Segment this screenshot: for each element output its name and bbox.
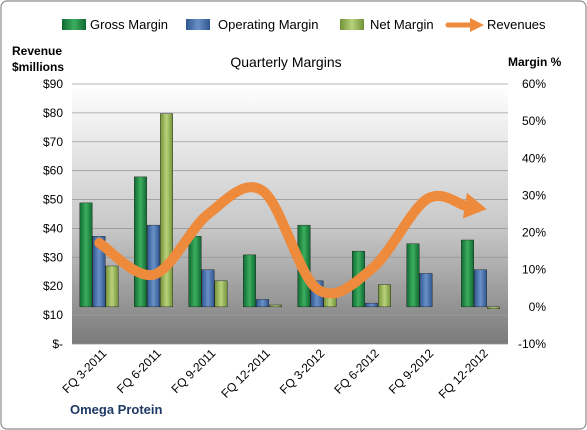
bar-net-margin: [160, 113, 173, 308]
right-axis-ticks: -10% 0% 10% 20% 30% 40% 50% 60%: [518, 77, 546, 351]
bar-operating-margin: [147, 224, 160, 308]
bar-operating-margin: [474, 269, 487, 308]
right-tick-label: -10%: [518, 337, 546, 351]
legend-label-gross-margin: Gross Margin: [90, 17, 168, 32]
bar-gross-margin: [79, 202, 93, 308]
bar-operating-margin: [419, 273, 433, 308]
right-tick-label: 60%: [522, 77, 546, 91]
bar-net-margin: [487, 306, 500, 309]
left-axis-ticks: $- $10 $20 $30 $40 $50 $60 $70 $80 $90: [43, 77, 63, 351]
right-tick-label: 20%: [522, 226, 546, 240]
right-tick-label: 10%: [522, 263, 546, 277]
revenue-line: [94, 182, 487, 299]
legend-item-revenues: Revenues: [445, 17, 546, 32]
bar-net-margin: [378, 284, 391, 308]
left-tick-label: $20: [43, 279, 63, 293]
bar-operating-margin: [92, 236, 106, 308]
legend-item-operating-margin: Operating Margin: [186, 17, 318, 32]
revenue-line-path: [94, 182, 470, 299]
right-tick-label: 30%: [522, 188, 546, 202]
legend-item-gross-margin: Gross Margin: [62, 17, 168, 32]
bar-gross-margin: [461, 239, 474, 308]
bar-gross-margin: [406, 243, 420, 308]
bar-gross-margin: [134, 176, 147, 308]
bar-gross-margin: [188, 236, 202, 308]
left-tick-label: $-: [52, 337, 63, 351]
legend-label-revenues: Revenues: [487, 17, 546, 32]
bar-operating-margin: [256, 299, 269, 308]
left-tick-label: $30: [43, 250, 63, 264]
legend: Gross Margin Operating Margin Net Margin…: [62, 17, 546, 32]
left-tick-label: $10: [43, 308, 63, 322]
bar-net-margin: [214, 280, 228, 308]
legend-label-net-margin: Net Margin: [370, 17, 434, 32]
right-tick-label: 50%: [522, 114, 546, 128]
revenue-line-arrowhead: [462, 192, 487, 219]
left-tick-label: $80: [43, 106, 63, 120]
legend-item-net-margin: Net Margin: [340, 17, 434, 32]
left-tick-label: $70: [43, 135, 63, 149]
left-tick-label: $40: [43, 221, 63, 235]
bar-gross-margin: [243, 254, 256, 308]
right-tick-label: 0%: [529, 300, 547, 314]
left-tick-label: $60: [43, 164, 63, 178]
left-axis-title-line1: Revenue: [12, 44, 62, 58]
bar-net-margin: [105, 265, 119, 308]
bar-operating-margin: [365, 302, 378, 308]
bar-net-margin: [269, 304, 282, 308]
right-tick-label: 40%: [522, 151, 546, 165]
company-name: Omega Protein: [70, 402, 163, 417]
left-tick-label: $90: [43, 77, 63, 91]
right-axis-title: Margin %: [508, 55, 562, 69]
bar-operating-margin: [201, 269, 215, 308]
chart-title: Quarterly Margins: [230, 54, 341, 70]
left-axis-title-line2: $millions: [12, 60, 64, 74]
left-tick-label: $50: [43, 193, 63, 207]
legend-label-operating-margin: Operating Margin: [218, 17, 318, 32]
